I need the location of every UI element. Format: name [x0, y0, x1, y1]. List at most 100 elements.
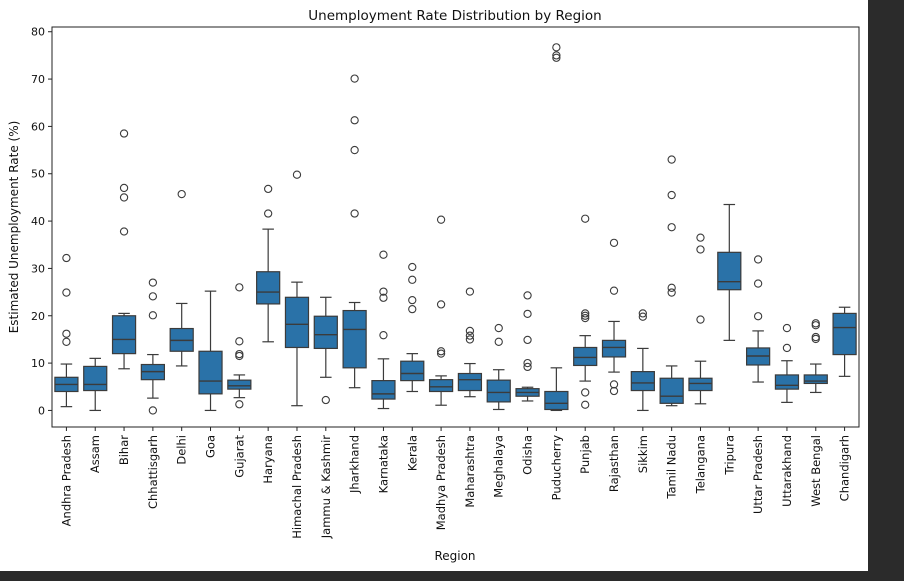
outlier-point: [581, 400, 590, 409]
outlier-point: [667, 288, 676, 297]
box-jharkhand: [342, 74, 367, 389]
x-tick-label: Delhi: [175, 435, 189, 465]
x-tick-label: Chhattisgarh: [146, 435, 160, 509]
x-tick-label: Bihar: [117, 435, 131, 465]
outlier-point: [62, 253, 71, 263]
y-tick-label: 40: [31, 215, 45, 228]
outlier-point: [350, 116, 359, 125]
iqr-box: [544, 390, 569, 411]
box-gujarat: [227, 283, 252, 409]
iqr-box: [284, 296, 310, 349]
outlier-point: [609, 238, 619, 248]
outlier-point: [292, 170, 302, 179]
outlier-point: [523, 362, 532, 372]
box-madhya-pradesh: [428, 215, 454, 406]
outlier-point: [119, 183, 129, 193]
x-tick-label: Telangana: [693, 435, 707, 494]
x-tick-label: Madhya Pradesh: [434, 435, 448, 530]
box-bihar: [111, 129, 137, 370]
outlier-point: [119, 129, 129, 138]
iqr-box: [428, 379, 454, 393]
box-west-bengal: [803, 319, 828, 394]
outlier-point: [581, 388, 590, 397]
outlier-point: [235, 400, 244, 409]
outlier-point: [148, 406, 158, 415]
outlier-point: [408, 295, 417, 305]
outlier-point: [581, 311, 590, 320]
x-tick-label: Andhra Pradesh: [59, 435, 73, 526]
iqr-box: [717, 251, 742, 291]
iqr-box: [313, 315, 338, 350]
outlier-point: [264, 209, 273, 218]
outlier-point: [696, 315, 705, 324]
x-tick-label: Punjab: [578, 435, 592, 474]
iqr-box: [227, 379, 252, 390]
outlier-point: [581, 309, 590, 318]
outlier-point: [264, 184, 273, 194]
outlier-point: [465, 326, 475, 336]
outlier-point: [753, 279, 763, 288]
box-punjab: [573, 214, 598, 409]
box-goa: [198, 290, 223, 412]
outlier-point: [148, 311, 158, 320]
outlier-point: [753, 312, 763, 321]
outlier-point: [350, 74, 359, 83]
box-uttar-pradesh: [745, 255, 771, 383]
outlier-point: [638, 312, 647, 321]
outlier-point: [379, 250, 388, 259]
x-tick-label: Uttar Pradesh: [751, 435, 765, 514]
outlier-point: [465, 331, 475, 340]
box-tripura: [717, 203, 742, 341]
y-axis-label: Estimated Unemployment Rate (%): [7, 121, 21, 334]
chart-title: Unemployment Rate Distribution by Region: [308, 8, 601, 24]
x-tick-label: Tamil Nadu: [665, 435, 679, 500]
outlier-point: [552, 51, 561, 60]
outlier-point: [552, 53, 561, 62]
iqr-box: [342, 309, 367, 369]
outlier-point: [148, 278, 158, 287]
outlier-point: [465, 287, 475, 296]
outlier-point: [552, 43, 561, 52]
y-tick-label: 60: [31, 120, 45, 133]
plot-area-frame: [51, 26, 860, 428]
outlier-point: [350, 145, 359, 155]
outlier-point: [119, 227, 129, 236]
window-side-margin: [868, 0, 904, 581]
outlier-point: [235, 351, 244, 361]
x-tick-label: Uttarakhand: [780, 435, 794, 507]
outlier-point: [436, 347, 446, 356]
y-tick-label: 20: [31, 310, 45, 323]
outlier-point: [523, 291, 532, 300]
outlier-point: [379, 331, 388, 340]
box-chhattisgarh: [140, 278, 166, 415]
x-tick-label: Jammu & Kashmir: [319, 435, 333, 539]
box-sikkim: [630, 309, 655, 412]
outlier-point: [62, 329, 71, 338]
y-tick-label: 10: [31, 357, 45, 370]
outlier-point: [119, 193, 129, 202]
y-tick-label: 80: [31, 26, 45, 39]
iqr-box: [111, 315, 137, 355]
box-delhi: [169, 189, 194, 367]
outlier-point: [465, 335, 475, 344]
iqr-box: [774, 374, 800, 390]
iqr-box: [486, 379, 511, 403]
x-tick-label: Himachal Pradesh: [290, 435, 304, 539]
box-himachal-pradesh: [284, 170, 310, 407]
x-tick-label: West Bengal: [809, 435, 823, 507]
x-tick-label: Kerala: [405, 435, 419, 471]
iqr-box: [83, 365, 108, 392]
iqr-box: [400, 360, 425, 382]
box-uttarakhand: [774, 323, 800, 403]
outlier-point: [609, 386, 619, 396]
box-odisha: [515, 291, 540, 402]
outlier-point: [811, 321, 820, 330]
outlier-point: [177, 189, 186, 199]
y-tick-label: 30: [31, 262, 45, 275]
outlier-point: [523, 358, 532, 368]
iqr-box: [457, 372, 483, 392]
x-tick-label: Maharashtra: [463, 435, 477, 508]
box-plot-chart: Unemployment Rate Distribution by Region…: [7, 8, 860, 563]
outlier-point: [581, 214, 590, 223]
outlier-point: [62, 337, 71, 346]
